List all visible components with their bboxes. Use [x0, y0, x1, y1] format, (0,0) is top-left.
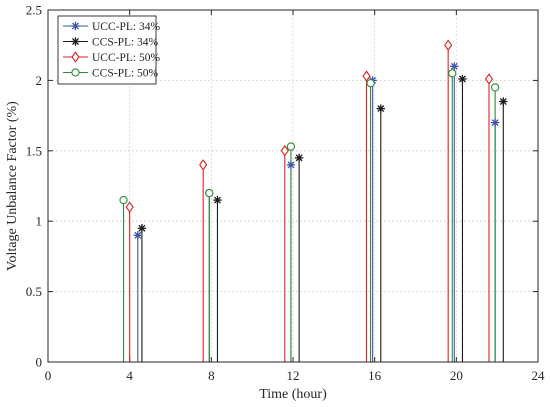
data-point-marker [450, 62, 459, 71]
x-tick-label: 0 [45, 368, 52, 383]
y-tick-labels: 0 0.5 1 1.5 2 2.5 [26, 3, 42, 370]
data-point-marker [133, 231, 143, 240]
stems [122, 45, 504, 362]
legend-marker [71, 68, 80, 77]
data-point-marker [376, 104, 385, 113]
data-point-marker [119, 195, 128, 205]
x-axis-label: Time (hour) [259, 387, 327, 402]
x-tick-label: 20 [450, 368, 463, 383]
legend-entry: CCS-PL: 34% [63, 37, 159, 49]
legend-entry: UCC-PL: 50% [63, 51, 160, 64]
plot-frame [47, 9, 539, 363]
y-tick-label: 2 [36, 73, 43, 88]
legend-marker [71, 51, 80, 63]
y-tick-label: 0 [36, 355, 43, 370]
data-point-marker [444, 39, 453, 51]
data-point-marker [286, 160, 296, 170]
x-tick-label: 4 [126, 368, 133, 383]
legend-label: UCC-PL: 50% [92, 52, 160, 64]
legend-label: CCS-PL: 50% [92, 68, 159, 80]
x-tick-label: 24 [532, 368, 546, 383]
data-point-marker [366, 79, 375, 88]
legend-marker [71, 21, 80, 31]
legend-label: UCC-PL: 34% [92, 21, 160, 33]
y-tick-label: 1.5 [26, 143, 42, 158]
data-point-marker [294, 153, 304, 163]
y-tick-label: 1 [36, 214, 43, 229]
data-point-marker [280, 145, 289, 157]
y-tick-label: 2.5 [26, 3, 42, 18]
data-point-marker [125, 201, 134, 213]
y-tick-label: 0.5 [26, 284, 42, 299]
x-tick-labels: 0 4 8 12 16 20 24 [45, 368, 545, 383]
data-point-marker [490, 118, 500, 127]
data-point-marker [213, 195, 222, 205]
x-tick-label: 8 [208, 368, 215, 383]
legend-entry: UCC-PL: 34% [63, 21, 160, 33]
data-point-marker [484, 73, 494, 85]
x-tick-label: 12 [287, 368, 300, 383]
data-point-marker [137, 224, 147, 233]
y-axis-label: Voltage Unbalance Factor (%) [5, 101, 20, 271]
data-point-marker [286, 142, 296, 151]
data-point-marker [499, 97, 508, 106]
legend-entry: CCS-PL: 50% [63, 68, 159, 80]
data-point-marker [448, 69, 457, 78]
x-tick-label: 16 [368, 368, 382, 383]
data-point-marker [490, 83, 500, 92]
markers [119, 39, 508, 240]
data-point-marker [458, 74, 467, 84]
legend-label: CCS-PL: 34% [92, 37, 159, 49]
legend-marker [71, 37, 80, 46]
data-point-marker [205, 188, 214, 198]
legend: UCC-PL: 34% CCS-PL: 34% UCC-PL: 50% CCS-PL:… [57, 15, 160, 85]
data-point-marker [362, 70, 371, 82]
data-point-marker [199, 159, 208, 171]
